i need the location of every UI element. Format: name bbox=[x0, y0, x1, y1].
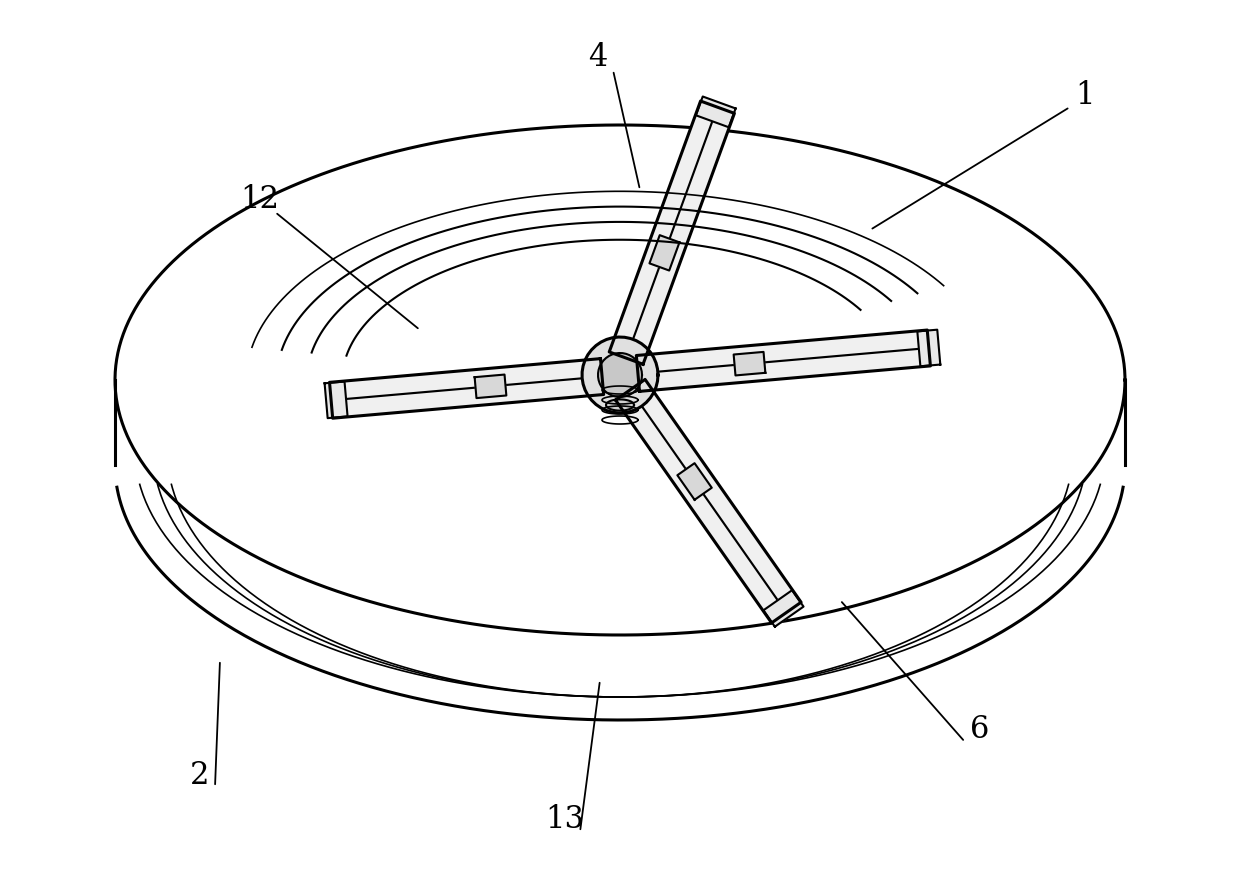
Polygon shape bbox=[650, 235, 680, 271]
Polygon shape bbox=[325, 381, 347, 418]
Text: 4: 4 bbox=[588, 43, 608, 73]
Polygon shape bbox=[696, 96, 735, 128]
Text: 13: 13 bbox=[546, 805, 584, 836]
Text: 6: 6 bbox=[971, 714, 990, 746]
Polygon shape bbox=[636, 330, 930, 391]
Polygon shape bbox=[615, 380, 801, 623]
Polygon shape bbox=[677, 463, 712, 500]
Polygon shape bbox=[918, 330, 940, 366]
Polygon shape bbox=[734, 352, 765, 375]
Polygon shape bbox=[764, 590, 804, 627]
Polygon shape bbox=[330, 359, 604, 418]
Text: 1: 1 bbox=[1075, 79, 1095, 111]
Polygon shape bbox=[475, 374, 506, 398]
Polygon shape bbox=[598, 353, 642, 397]
Text: 12: 12 bbox=[241, 185, 279, 215]
Polygon shape bbox=[606, 399, 634, 411]
Polygon shape bbox=[609, 101, 734, 364]
Text: 2: 2 bbox=[190, 760, 210, 790]
Polygon shape bbox=[582, 337, 658, 413]
